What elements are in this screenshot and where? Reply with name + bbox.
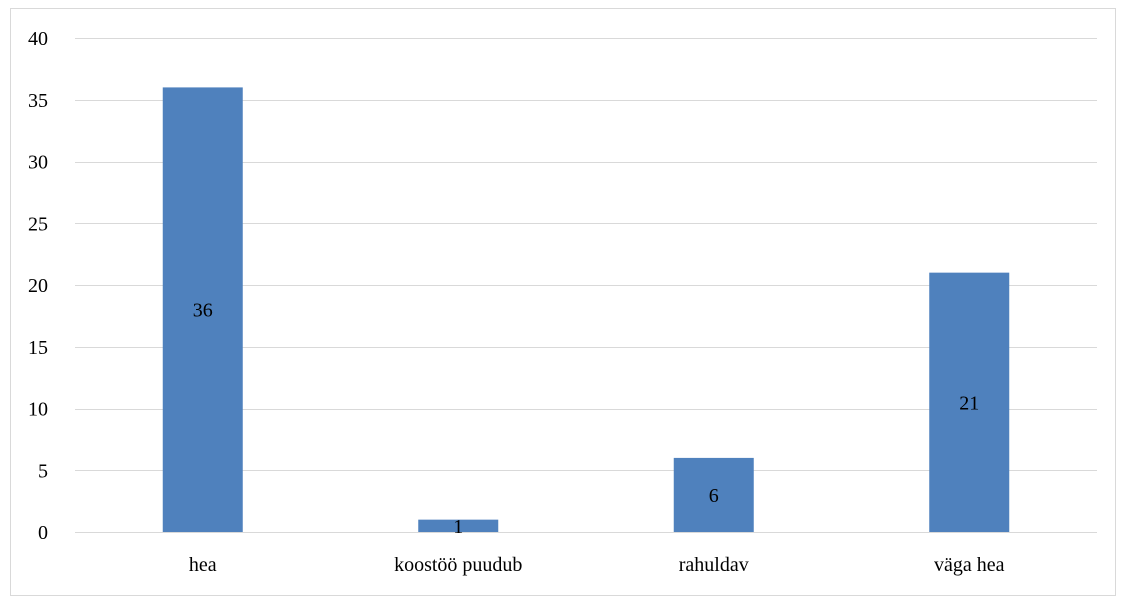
x-axis-tick-labels: hea koostöö puudub rahuldav väga hea bbox=[189, 554, 1005, 576]
gridlines bbox=[75, 38, 1097, 533]
y-tick-label: 15 bbox=[28, 337, 48, 359]
y-tick-label: 20 bbox=[28, 275, 48, 297]
x-tick-label: koostöö puudub bbox=[394, 554, 522, 576]
data-label: 6 bbox=[709, 485, 719, 507]
bar-3 bbox=[673, 457, 754, 532]
data-label: 36 bbox=[193, 300, 213, 322]
data-labels: 36 1 6 21 bbox=[193, 300, 980, 538]
y-tick-label: 10 bbox=[28, 399, 48, 421]
y-tick-label: 5 bbox=[38, 460, 48, 482]
data-label: 1 bbox=[453, 516, 463, 538]
x-tick-label: väga hea bbox=[934, 554, 1005, 576]
y-axis-tick-labels: 0 5 10 15 20 25 30 35 40 bbox=[28, 28, 48, 544]
y-tick-label: 25 bbox=[28, 213, 48, 235]
y-tick-label: 0 bbox=[38, 522, 48, 544]
y-tick-label: 30 bbox=[28, 152, 48, 174]
bar-2 bbox=[418, 519, 499, 532]
x-tick-label: rahuldav bbox=[679, 554, 749, 576]
y-tick-label: 40 bbox=[28, 28, 48, 50]
bar-4 bbox=[929, 272, 1010, 532]
bars bbox=[162, 87, 1010, 533]
x-tick-label: hea bbox=[189, 554, 217, 576]
data-label: 21 bbox=[959, 392, 979, 414]
bar-1 bbox=[162, 87, 243, 533]
y-tick-label: 35 bbox=[28, 90, 48, 112]
